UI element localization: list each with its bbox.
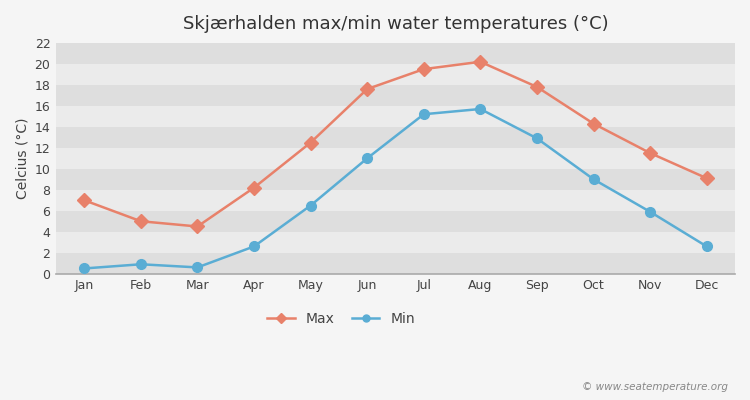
Bar (56, 64, 735, 85)
Bar (56, 127, 735, 148)
Bar (56, 148, 735, 169)
Max (363, 87, 372, 92)
Min (193, 265, 202, 270)
Min (306, 203, 315, 208)
Bar (56, 190, 735, 211)
Min (363, 156, 372, 161)
Bar (56, 211, 735, 232)
Bar (56, 43, 735, 64)
Legend: Max, Min: Max, Min (262, 306, 421, 331)
Max (136, 219, 146, 224)
Y-axis label: Celcius (°C): Celcius (°C) (15, 118, 29, 199)
Line: Max: Max (80, 57, 712, 231)
Min (136, 262, 146, 267)
Bar (56, 232, 735, 253)
Bar (56, 169, 735, 190)
Max (476, 59, 484, 64)
Max (532, 84, 542, 89)
Bar (56, 106, 735, 127)
Min (589, 177, 598, 182)
Max (193, 224, 202, 229)
Bar (56, 85, 735, 106)
Min (532, 136, 542, 141)
Max (306, 140, 315, 145)
Text: © www.seatemperature.org: © www.seatemperature.org (581, 382, 728, 392)
Min (702, 244, 711, 249)
Min (80, 266, 88, 271)
Bar (56, 253, 735, 274)
Max (250, 185, 259, 190)
Max (646, 151, 655, 156)
Max (80, 198, 88, 203)
Min (646, 210, 655, 214)
Max (419, 67, 428, 72)
Line: Min: Min (80, 104, 712, 273)
Title: Skjærhalden max/min water temperatures (°C): Skjærhalden max/min water temperatures (… (183, 15, 608, 33)
Max (589, 121, 598, 126)
Max (702, 176, 711, 181)
Min (419, 112, 428, 117)
Min (250, 244, 259, 249)
Min (476, 106, 484, 111)
